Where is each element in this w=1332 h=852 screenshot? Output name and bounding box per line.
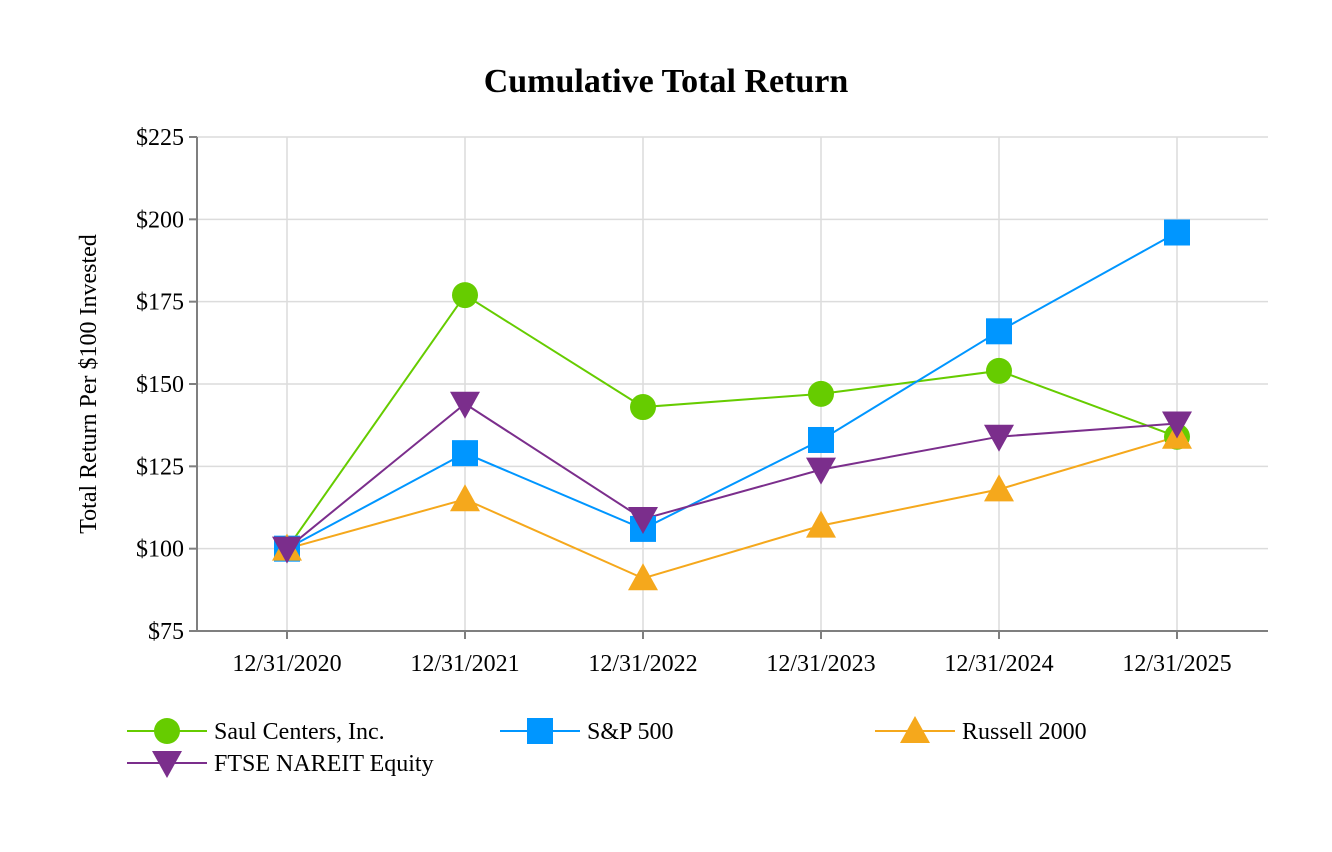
y-tick-labels: $75 $100 $125 $150 $175 $200 $225 <box>136 125 197 645</box>
legend-item-ftse-nareit-equity: FTSE NAREIT Equity <box>127 751 434 778</box>
data-point-saul-centers-inc <box>452 282 478 309</box>
x-tick-label: 12/31/2022 <box>588 651 697 677</box>
legend-marker-icon <box>900 716 930 743</box>
data-point-ftse-nareit-equity <box>628 507 658 535</box>
x-tick-labels: 12/31/2020 12/31/2021 12/31/2022 12/31/2023… <box>232 631 1232 677</box>
data-point-s-p-500 <box>808 426 834 453</box>
data-point-s-p-500 <box>452 440 478 467</box>
chart-title: Cumulative Total Return <box>484 63 849 100</box>
y-tick-label: $150 <box>136 372 184 398</box>
series-line-ftse-nareit-equity <box>286 402 1178 550</box>
data-point-ftse-nareit-equity <box>806 457 836 485</box>
data-point-russell-2000 <box>450 484 480 512</box>
y-tick-label: $125 <box>136 454 184 480</box>
series-line-saul-centers-inc <box>286 293 1178 550</box>
x-tick-label: 12/31/2023 <box>766 651 875 677</box>
data-point-saul-centers-inc <box>630 394 656 421</box>
data-point-s-p-500 <box>986 318 1012 345</box>
y-tick-label: $75 <box>148 619 184 645</box>
legend-label: S&P 500 <box>587 719 673 745</box>
y-tick-label: $200 <box>136 207 184 233</box>
y-gridlines <box>197 136 1268 550</box>
data-point-ftse-nareit-equity <box>272 536 302 564</box>
data-point-ftse-nareit-equity <box>984 424 1014 452</box>
series-line-s-p-500 <box>286 231 1178 550</box>
legend-item-russell-2000: Russell 2000 <box>875 716 1087 745</box>
legend-item-s-p-500: S&P 500 <box>500 718 673 745</box>
legend-marker-icon <box>152 751 182 778</box>
y-tick-label: $175 <box>136 290 184 316</box>
data-point-s-p-500 <box>1164 219 1190 246</box>
legend-label: Russell 2000 <box>962 719 1087 745</box>
y-axis-label: Total Return Per $100 Invested <box>76 234 102 534</box>
legend-label: Saul Centers, Inc. <box>214 719 385 745</box>
y-tick-label: $100 <box>136 537 184 563</box>
data-point-russell-2000 <box>984 474 1014 502</box>
x-tick-label: 12/31/2020 <box>232 651 341 677</box>
legend-marker-icon <box>154 718 180 744</box>
data-point-ftse-nareit-equity <box>450 391 480 419</box>
series-markers <box>272 219 1192 591</box>
data-point-ftse-nareit-equity <box>1162 411 1192 439</box>
x-tick-label: 12/31/2024 <box>944 651 1053 677</box>
legend-label: FTSE NAREIT Equity <box>214 751 434 777</box>
legend: Saul Centers, Inc. S&P 500 Russell 2000 FTS… <box>127 716 1087 778</box>
legend-marker-icon <box>527 718 553 744</box>
series-line-russell-2000 <box>286 435 1178 580</box>
x-tick-label: 12/31/2025 <box>1122 651 1231 677</box>
data-point-saul-centers-inc <box>986 357 1012 384</box>
legend-item-saul-centers-inc: Saul Centers, Inc. <box>127 718 385 745</box>
data-point-russell-2000 <box>628 563 658 591</box>
x-tick-label: 12/31/2021 <box>410 651 519 677</box>
series-lines <box>286 231 1178 580</box>
y-tick-label: $225 <box>136 125 184 151</box>
data-point-saul-centers-inc <box>808 380 834 407</box>
data-point-russell-2000 <box>806 510 836 538</box>
